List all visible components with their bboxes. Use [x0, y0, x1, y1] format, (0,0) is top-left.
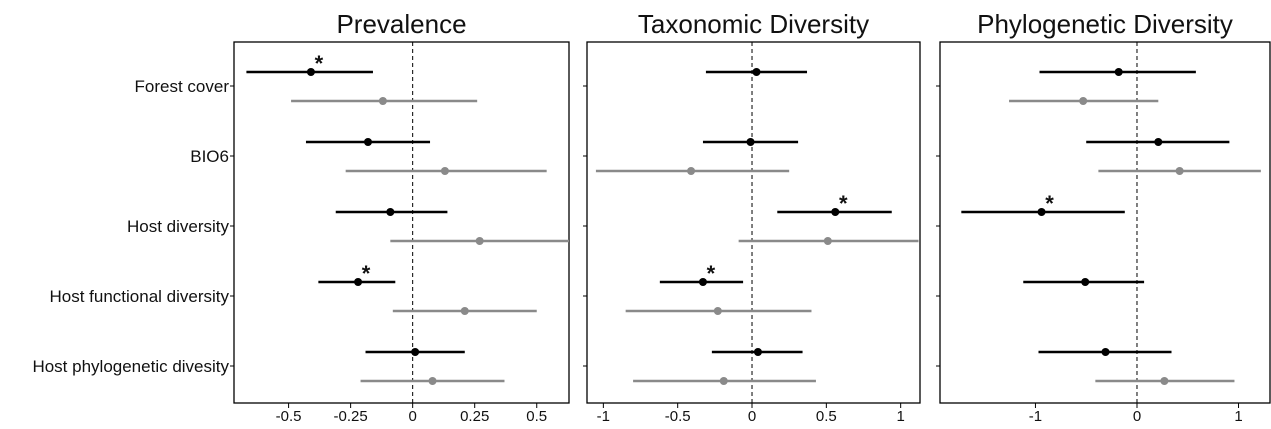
point-estimate [753, 348, 762, 356]
point-estimate [698, 278, 707, 286]
x-tick-label: 0 [1133, 408, 1141, 425]
x-tick-label: 0.5 [526, 408, 547, 425]
row-label: Host functional diversity [49, 287, 229, 306]
panel-frame [939, 41, 1271, 404]
panel-title: Prevalence [336, 9, 466, 39]
point-estimate [1114, 68, 1123, 76]
x-tick-label: 0 [748, 408, 756, 425]
point-estimate [428, 377, 437, 385]
point-estimate [713, 307, 722, 315]
point-estimate [823, 237, 832, 245]
x-tick-label: -1 [1029, 408, 1042, 425]
significance-star: * [1045, 191, 1054, 216]
x-tick-label: 1 [1234, 408, 1242, 425]
point-estimate [752, 68, 761, 76]
point-estimate [1160, 377, 1169, 385]
x-tick-label: 0.25 [460, 408, 489, 425]
point-estimate [1081, 278, 1090, 286]
x-tick-label: -1 [597, 408, 610, 425]
x-tick-label: 0.5 [816, 408, 837, 425]
x-tick-label: -0.5 [276, 408, 302, 425]
panel-title: Phylogenetic Diversity [977, 9, 1233, 39]
x-tick-label: 1 [897, 408, 905, 425]
point-estimate [354, 278, 363, 286]
point-estimate [440, 167, 449, 175]
x-tick-label: -0.25 [334, 408, 368, 425]
point-estimate [1037, 208, 1046, 216]
significance-star: * [315, 51, 324, 76]
panel-title: Taxonomic Diversity [638, 9, 869, 39]
point-estimate [746, 138, 755, 146]
point-estimate [411, 348, 420, 356]
significance-star: * [707, 261, 716, 286]
point-estimate [719, 377, 728, 385]
x-tick-label: -0.5 [665, 408, 691, 425]
point-estimate [831, 208, 840, 216]
x-tick-label: 0 [408, 408, 416, 425]
point-estimate [386, 208, 395, 216]
point-estimate [364, 138, 372, 146]
point-estimate [1079, 97, 1088, 105]
point-estimate [475, 237, 484, 245]
point-estimate [460, 307, 469, 315]
significance-star: * [839, 191, 848, 216]
panel-frame [233, 41, 570, 404]
row-label: BIO6 [190, 147, 229, 166]
point-estimate [1175, 167, 1184, 175]
row-label: Forest cover [135, 77, 230, 96]
point-estimate [1154, 138, 1163, 146]
row-label: Host phylogenetic divesity [32, 357, 229, 376]
point-estimate [1101, 348, 1110, 356]
point-estimate [306, 68, 315, 76]
point-estimate [687, 167, 696, 175]
significance-star: * [362, 261, 371, 286]
point-estimate [378, 97, 387, 105]
panel-frame [586, 41, 921, 404]
row-label: Host diversity [127, 217, 230, 236]
